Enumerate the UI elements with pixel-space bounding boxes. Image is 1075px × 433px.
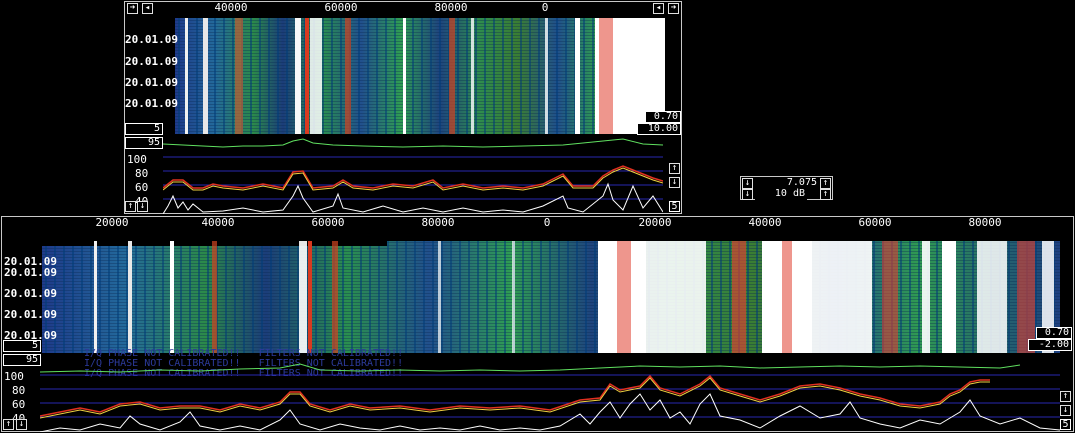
db-value[interactable]: 10 dB <box>755 189 807 200</box>
y-tick: 100 <box>4 370 24 383</box>
frequency-scale: 40000 60000 80000 0 <box>155 2 651 14</box>
gain-box[interactable]: 0.70 <box>1036 327 1072 339</box>
average-box[interactable]: 95 <box>3 354 41 366</box>
offset-box[interactable]: -2.00 <box>1028 339 1072 351</box>
spectrum-down-button[interactable]: ↓ <box>1060 405 1071 416</box>
y-tick: 100 <box>127 153 147 166</box>
y-tick: 80 <box>135 167 149 180</box>
offset-box[interactable]: 10.00 <box>637 123 681 135</box>
freq-up-button[interactable]: ↑ <box>820 178 831 189</box>
timestamp-label: 20.01.09 <box>4 287 57 300</box>
timestamp-label: 20.01.09 <box>125 76 178 89</box>
scale-tick: 40000 <box>748 216 782 229</box>
scroll-left-button[interactable]: ◂ <box>142 3 153 14</box>
freq-down-button[interactable]: ↓ <box>742 178 753 189</box>
average-box[interactable]: 95 <box>125 137 163 149</box>
zoom-box[interactable]: 5 <box>125 123 163 135</box>
db-up-button[interactable]: ↑ <box>820 189 831 200</box>
y-tick: 60 <box>135 181 149 194</box>
scale-tick: 40000 <box>201 216 235 229</box>
timestamp-label: 20.01.09 <box>125 55 178 68</box>
spectrum-up-button[interactable]: ↑ <box>669 163 680 174</box>
expand-button[interactable]: ➜ <box>127 3 138 14</box>
expand-button-right[interactable]: ➜ <box>668 3 679 14</box>
spectrum-zoom-box[interactable]: 5 <box>1060 419 1071 430</box>
down-button[interactable]: ↓ <box>16 419 27 430</box>
scale-tick: 0 <box>541 1 549 14</box>
frequency-control: ↓ 7.075 ↑ ↓ 10 dB ↑ <box>740 176 833 200</box>
up-button[interactable]: ↑ <box>125 201 136 212</box>
scale-tick: 40000 <box>214 1 248 14</box>
scale-tick: 20000 <box>95 216 129 229</box>
up-button[interactable]: ↑ <box>3 419 14 430</box>
waterfall-display[interactable] <box>175 18 665 134</box>
frequency-value[interactable]: 7.075 <box>755 178 819 189</box>
y-tick: 60 <box>12 398 26 411</box>
waterfall-display[interactable] <box>42 241 1060 353</box>
timestamp-label: 20.01.09 <box>4 266 57 279</box>
spectrum-graph[interactable] <box>40 354 1060 432</box>
scale-tick: 80000 <box>421 216 455 229</box>
scale-tick: 60000 <box>858 216 892 229</box>
scale-tick: 20000 <box>638 216 672 229</box>
down-button[interactable]: ↓ <box>137 201 148 212</box>
calibration-warning: I/Q PHASE NOT CALIBRATED!! FILTERS NOT C… <box>84 358 404 369</box>
bottom-waterfall-panel: 20000 40000 60000 80000 0 20000 40000 60… <box>1 216 1074 432</box>
spectrum-up-button[interactable]: ↑ <box>1060 391 1071 402</box>
frequency-scale: 20000 40000 60000 80000 0 20000 40000 60… <box>2 217 1073 229</box>
timestamp-label: 20.01.09 <box>4 255 57 268</box>
scale-tick: 80000 <box>968 216 1002 229</box>
scale-tick: 0 <box>543 216 551 229</box>
spectrum-zoom-box[interactable]: 5 <box>669 201 680 212</box>
top-waterfall-panel: ➜ ◂ ◂ ➜ 40000 60000 80000 0 20.01.09 20.… <box>124 1 682 214</box>
scale-tick: 80000 <box>434 1 468 14</box>
scale-tick: 60000 <box>311 216 345 229</box>
calibration-warning: I/Q PHASE NOT CALIBRATED!! FILTERS NOT C… <box>84 368 404 379</box>
spectrum-graph[interactable] <box>163 136 663 214</box>
db-down-button[interactable]: ↓ <box>742 189 753 200</box>
scale-tick: 60000 <box>324 1 358 14</box>
calibration-warning: I/Q PHASE NOT CALIBRATED!! FILTERS NOT C… <box>84 348 404 359</box>
spectrum-down-button[interactable]: ↓ <box>669 177 680 188</box>
zoom-box[interactable]: 5 <box>3 340 41 352</box>
gain-box[interactable]: 0.70 <box>645 111 681 123</box>
timestamp-label: 20.01.09 <box>125 97 178 110</box>
timestamp-label: 20.01.09 <box>4 329 57 342</box>
scroll-right-button[interactable]: ◂ <box>653 3 664 14</box>
y-tick: 80 <box>12 384 26 397</box>
timestamp-label: 20.01.09 <box>125 33 178 46</box>
timestamp-label: 20.01.09 <box>4 308 57 321</box>
